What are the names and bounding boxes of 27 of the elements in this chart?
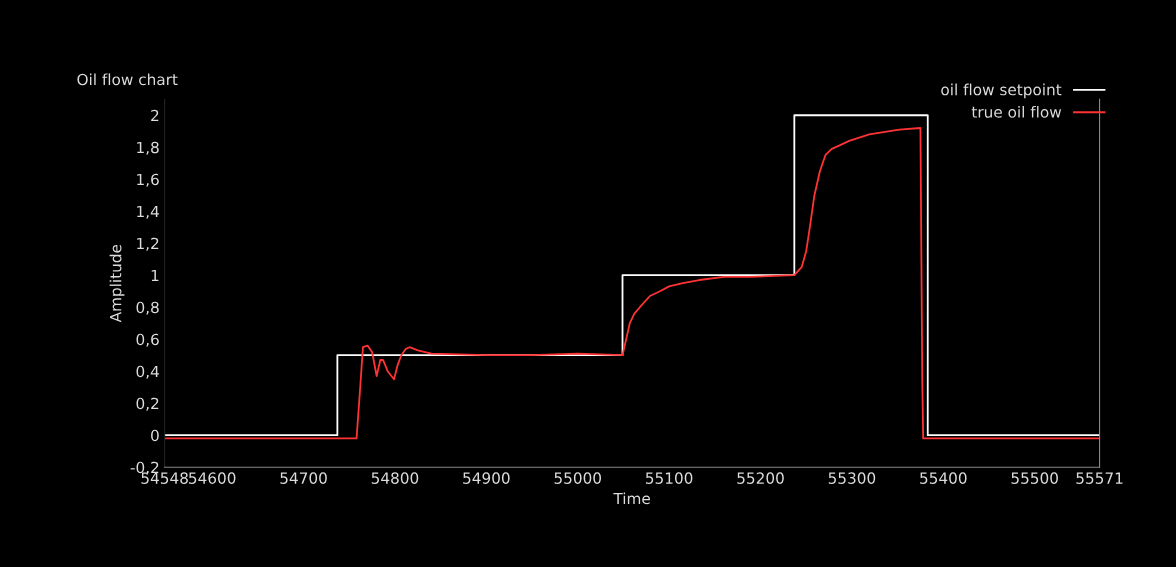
y-tick-label: 1,2 [137,237,159,251]
legend-label: oil flow setpoint [941,83,1062,99]
x-tick-label: 55400 [920,472,967,484]
x-tick-label: 55200 [737,472,784,484]
chart-title: Oil flow chart [77,73,178,86]
y-tick-label: 2 [151,109,159,122]
y-tick-label: 1,6 [137,173,159,187]
x-axis-title: Time [613,492,650,505]
y-tick-label: 1 [151,269,159,282]
y-tick-label: 0,4 [136,365,159,379]
x-tick-label: 55300 [828,472,876,484]
y-tick-label: 0,8 [136,301,159,315]
legend-label: true oil flow [971,105,1062,118]
y-tick-label: 0 [151,429,159,442]
x-tick-label: 54700 [280,472,327,484]
y-tick-label: 1,8 [137,141,159,155]
y-axis-title: Amplitude [109,244,125,323]
x-tick-label: 54900 [463,472,510,484]
x-tick-label: 55100 [645,472,693,484]
y-tick-label: 0,2 [136,397,159,411]
x-tick-label: 54800 [371,472,419,484]
x-tick-label: 54600 [189,472,236,484]
x-tick-label: 55500 [1011,472,1058,484]
x-tick-label: 55571 [1076,472,1123,484]
y-tick-label: 1,4 [137,205,159,219]
y-tick-label: 0,6 [136,333,159,347]
x-tick-label: 55000 [554,472,602,484]
